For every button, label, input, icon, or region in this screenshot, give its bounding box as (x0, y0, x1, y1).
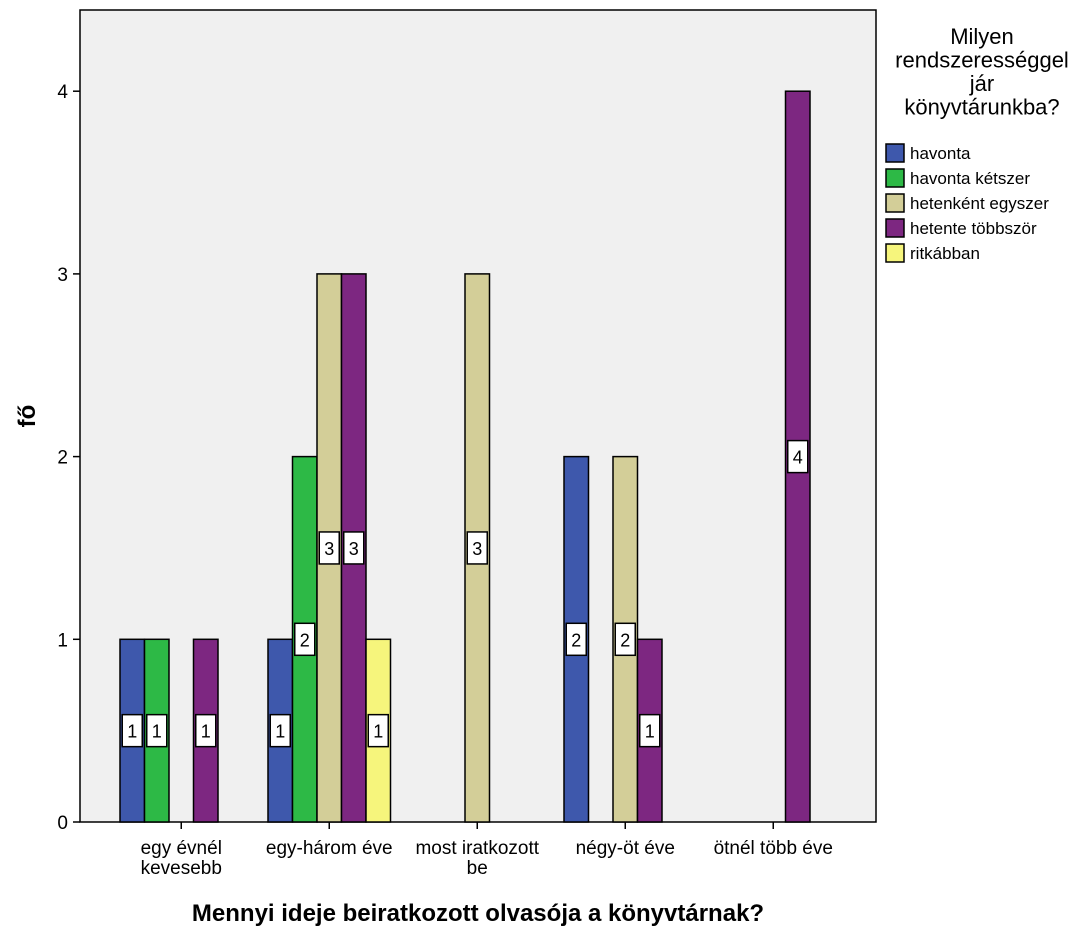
legend-swatch (885, 193, 905, 213)
x-tick-label: kevesebb (141, 858, 222, 879)
data-label-box (269, 713, 291, 748)
legend-label: hetenként egyszer (910, 194, 1049, 213)
data-label-box (146, 713, 168, 748)
legend-swatch (885, 168, 905, 188)
data-label: 2 (300, 630, 310, 650)
legend-label: hetente többször (910, 219, 1037, 238)
data-label: 1 (127, 722, 137, 742)
x-tick-label: egy-három éve (266, 838, 393, 859)
x-tick-label: be (467, 858, 488, 879)
data-label-box (639, 713, 661, 748)
data-label: 4 (793, 448, 803, 468)
data-label: 3 (349, 539, 359, 559)
legend-swatch (885, 218, 905, 238)
data-label-box (294, 622, 316, 657)
x-axis-title: Mennyi ideje beiratkozott olvasója a kön… (192, 900, 764, 927)
y-tick-label: 0 (57, 813, 68, 834)
y-tick-label: 2 (57, 448, 68, 469)
data-label-box (787, 439, 809, 474)
data-label-box (195, 713, 217, 748)
legend-label: havonta kétszer (910, 169, 1030, 188)
data-label: 3 (324, 539, 334, 559)
data-label: 3 (472, 539, 482, 559)
x-tick-label: egy évnél (141, 838, 222, 859)
legend-title: rendszerességgel (895, 48, 1069, 73)
y-tick-label: 1 (57, 630, 68, 651)
y-tick-label: 3 (57, 265, 68, 286)
data-label: 2 (571, 630, 581, 650)
legend-swatch (885, 143, 905, 163)
data-label: 1 (152, 722, 162, 742)
data-label: 1 (373, 722, 383, 742)
data-label-box (466, 531, 488, 565)
data-label-box (614, 622, 636, 657)
x-tick-label: ötnél több éve (714, 838, 833, 859)
legend-label: ritkábban (910, 244, 980, 263)
legend-label: havonta (910, 144, 971, 163)
y-axis: 0 1 2 3 4 (57, 82, 80, 834)
x-tick-label: most iratkozott (415, 838, 539, 859)
y-axis-title: fő (14, 405, 41, 428)
data-label-box (367, 713, 389, 748)
legend-title: Milyen (950, 24, 1014, 49)
x-tick-label: négy-öt éve (576, 838, 675, 859)
legend-swatch (885, 243, 905, 263)
data-label-box (121, 713, 143, 748)
data-label: 1 (275, 722, 285, 742)
legend-title: jár (969, 71, 994, 96)
data-label-box (343, 531, 365, 565)
data-label: 1 (645, 722, 655, 742)
y-tick-label: 4 (57, 82, 68, 103)
data-label-box (565, 622, 587, 657)
data-label-box (318, 531, 340, 565)
data-label: 1 (201, 722, 211, 742)
data-label: 2 (620, 630, 630, 650)
legend-title: könyvtárunkba? (904, 95, 1059, 120)
